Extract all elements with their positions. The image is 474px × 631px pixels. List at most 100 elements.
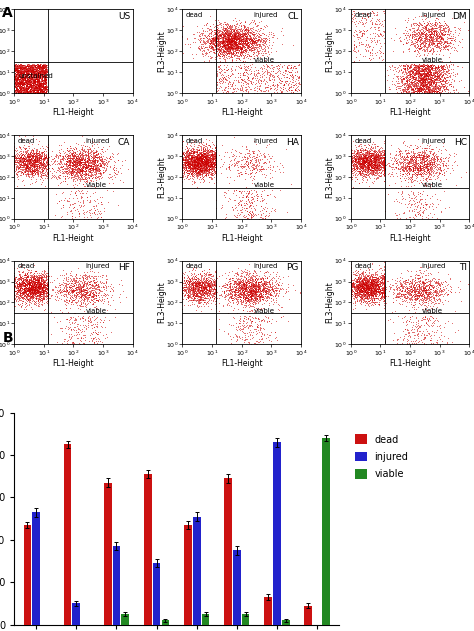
Point: [179, 153, 186, 163]
Point: [380, 148, 388, 158]
Point: [28, 285, 36, 295]
Point: [186, 144, 194, 155]
Point: [190, 158, 198, 168]
Point: [203, 142, 211, 152]
Point: [32, 81, 40, 91]
Point: [20, 277, 28, 287]
Point: [366, 284, 374, 294]
Point: [41, 286, 49, 296]
Point: [92, 290, 100, 300]
Point: [27, 285, 34, 295]
Point: [69, 337, 77, 347]
Point: [32, 151, 39, 161]
Point: [224, 34, 232, 44]
Point: [28, 165, 36, 175]
Point: [423, 161, 430, 171]
Point: [362, 272, 369, 282]
Point: [373, 156, 380, 166]
Point: [44, 275, 51, 285]
Point: [68, 160, 76, 170]
Point: [192, 281, 200, 291]
Point: [84, 169, 91, 179]
Point: [427, 33, 434, 43]
Point: [23, 88, 31, 98]
Point: [20, 162, 27, 172]
Point: [21, 159, 28, 169]
Point: [34, 165, 41, 175]
Point: [20, 78, 28, 88]
Point: [412, 151, 420, 161]
Point: [366, 283, 374, 293]
Point: [347, 151, 355, 161]
Point: [257, 286, 264, 296]
Point: [24, 81, 31, 91]
Point: [191, 289, 198, 299]
Point: [18, 85, 26, 95]
Point: [432, 71, 440, 81]
Point: [417, 26, 424, 36]
Point: [381, 164, 389, 174]
Point: [81, 150, 89, 160]
Point: [419, 289, 427, 299]
Point: [443, 72, 451, 82]
Point: [179, 153, 187, 163]
Point: [286, 82, 294, 92]
Point: [29, 68, 37, 78]
Point: [427, 78, 434, 88]
Point: [399, 276, 406, 286]
Point: [33, 169, 41, 179]
Point: [232, 285, 239, 295]
Point: [350, 39, 357, 49]
Point: [366, 277, 374, 287]
Point: [70, 285, 78, 295]
Point: [208, 42, 216, 52]
Point: [72, 168, 80, 178]
Point: [368, 278, 376, 288]
Point: [41, 85, 49, 95]
Point: [83, 163, 91, 174]
Point: [434, 38, 442, 48]
Point: [406, 88, 414, 98]
Point: [419, 82, 426, 92]
Point: [72, 158, 79, 168]
Point: [211, 162, 219, 172]
Point: [354, 157, 361, 167]
Point: [39, 280, 46, 290]
Point: [87, 276, 95, 286]
Point: [200, 155, 207, 165]
Point: [272, 11, 279, 21]
Point: [364, 160, 371, 170]
Point: [218, 29, 225, 39]
Point: [248, 29, 255, 39]
Point: [223, 86, 231, 96]
Point: [266, 269, 273, 279]
Point: [398, 157, 406, 167]
Point: [216, 60, 224, 70]
Point: [41, 67, 49, 77]
Point: [369, 163, 377, 174]
Point: [370, 276, 378, 286]
Point: [372, 19, 380, 29]
Point: [18, 74, 26, 84]
Point: [86, 160, 93, 170]
Point: [75, 149, 83, 159]
Point: [91, 160, 99, 170]
Point: [50, 285, 57, 295]
Point: [212, 279, 219, 289]
Point: [221, 44, 229, 54]
Point: [184, 289, 192, 299]
Point: [212, 295, 219, 305]
Point: [211, 289, 219, 299]
Point: [359, 175, 367, 185]
Point: [412, 294, 420, 304]
Point: [212, 161, 219, 171]
Point: [409, 86, 417, 97]
Point: [70, 150, 78, 160]
Point: [12, 292, 20, 302]
Point: [17, 84, 24, 94]
Point: [249, 76, 257, 86]
Point: [427, 79, 435, 89]
Point: [88, 271, 96, 281]
Point: [71, 161, 79, 171]
Point: [240, 322, 247, 332]
